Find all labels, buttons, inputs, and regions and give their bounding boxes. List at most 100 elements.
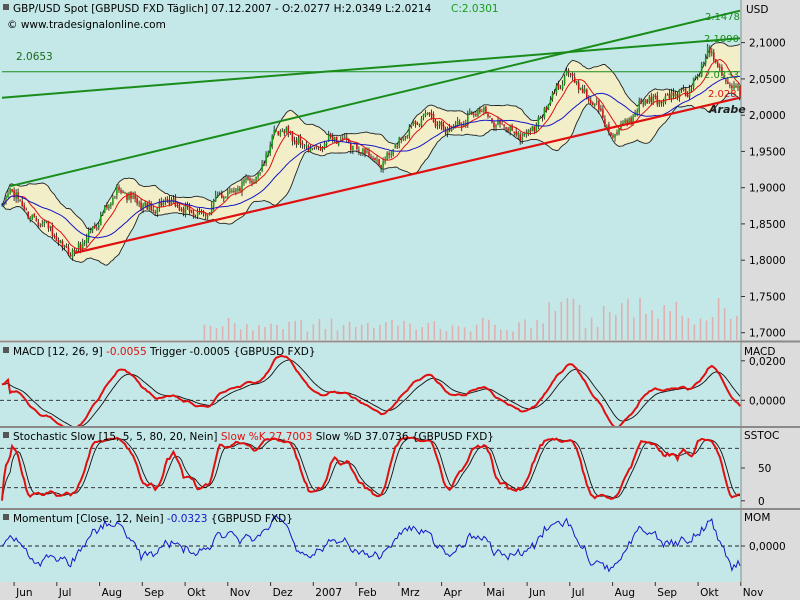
candle-body bbox=[210, 206, 213, 214]
momentum-axis-title: MOM bbox=[744, 512, 770, 524]
candle-body bbox=[362, 148, 364, 154]
candle-body bbox=[559, 88, 562, 90]
candle-body bbox=[384, 160, 386, 163]
candle-body bbox=[311, 148, 314, 149]
candle-body bbox=[503, 124, 505, 127]
level-label: 2.028 bbox=[708, 89, 737, 100]
candle-body bbox=[654, 95, 657, 97]
chart-header: GBP/USD Spot [GBPUSD FXD Täglich] 07.12.… bbox=[3, 3, 499, 31]
candle-body bbox=[519, 134, 521, 141]
candle-body bbox=[154, 212, 156, 213]
candle-body bbox=[33, 213, 36, 218]
volume-bar bbox=[554, 310, 557, 340]
candle-body bbox=[535, 125, 538, 133]
candle-body bbox=[271, 135, 273, 146]
momentum-line bbox=[1, 515, 741, 573]
candle-body bbox=[43, 221, 46, 224]
stochastic-k-value: Slow %K 27.7003 bbox=[221, 431, 313, 443]
candle-body bbox=[198, 211, 201, 213]
candle-body bbox=[41, 223, 44, 226]
candle-body bbox=[706, 46, 709, 58]
chart-title: GBP/USD Spot [GBPUSD FXD Täglich] 07.12.… bbox=[13, 3, 432, 15]
candle-body bbox=[206, 216, 209, 217]
candle-body bbox=[410, 126, 413, 127]
candle-body bbox=[454, 125, 457, 127]
volume-bar bbox=[711, 317, 714, 340]
candle-body bbox=[495, 125, 497, 128]
volume-bar bbox=[530, 327, 532, 340]
macd-panel-bg bbox=[0, 343, 741, 426]
candle-body bbox=[725, 79, 727, 82]
volume-bar bbox=[415, 329, 417, 340]
bollinger-upper-line bbox=[1, 42, 741, 231]
candle-body bbox=[116, 186, 118, 196]
candle-body bbox=[144, 201, 146, 206]
price-tick-label: 1,7500 bbox=[749, 292, 786, 304]
candle-body bbox=[656, 95, 659, 105]
candle-body bbox=[368, 151, 370, 157]
candle-body bbox=[700, 64, 703, 77]
candle-body bbox=[475, 113, 477, 116]
volume-bar bbox=[336, 330, 339, 340]
candle-body bbox=[670, 92, 673, 99]
source-url: © www.tradesignalonline.com bbox=[7, 19, 166, 31]
candle-body bbox=[319, 147, 322, 151]
candle-body bbox=[231, 191, 233, 192]
candle-body bbox=[239, 187, 241, 192]
volume-bar bbox=[699, 318, 702, 340]
level-label: 2.1478 bbox=[705, 12, 740, 23]
candle-body bbox=[63, 245, 66, 247]
candle-body bbox=[120, 190, 122, 193]
volume-bar bbox=[330, 318, 333, 340]
candle-body bbox=[225, 196, 227, 198]
candle-body bbox=[626, 120, 628, 123]
macd-tick-label: 0,0200 bbox=[749, 356, 786, 368]
candle-body bbox=[622, 122, 624, 125]
candle-body bbox=[217, 193, 219, 195]
candle-body bbox=[563, 75, 566, 84]
candle-body bbox=[505, 127, 507, 129]
volume-bar bbox=[385, 322, 387, 340]
candle-body bbox=[731, 85, 733, 88]
candle-body bbox=[586, 89, 588, 99]
candle-body bbox=[23, 205, 25, 210]
candle-body bbox=[152, 210, 154, 211]
candle-body bbox=[634, 112, 636, 117]
macd-trigger-label: Trigger bbox=[147, 346, 190, 358]
candle-body bbox=[227, 191, 229, 196]
candle-body bbox=[533, 126, 536, 131]
volume-bar bbox=[445, 331, 448, 340]
volume-bar bbox=[391, 319, 393, 340]
candle-body bbox=[477, 108, 479, 117]
candle-body bbox=[650, 96, 653, 102]
candle-body bbox=[31, 214, 33, 220]
candle-body bbox=[723, 76, 725, 79]
candle-body bbox=[160, 201, 163, 206]
volume-bar bbox=[203, 324, 206, 340]
candle-body bbox=[178, 204, 181, 211]
time-tick-label: 2007 bbox=[315, 587, 342, 599]
price-axis-bg bbox=[741, 0, 800, 600]
candle-body bbox=[196, 212, 199, 217]
volume-bar bbox=[566, 298, 569, 340]
candle-body bbox=[259, 172, 261, 174]
candle-body bbox=[509, 126, 511, 132]
candle-body bbox=[51, 225, 54, 236]
candle-body bbox=[223, 197, 225, 200]
candle-body bbox=[47, 221, 50, 229]
candle-body bbox=[17, 192, 19, 199]
candle-body bbox=[618, 128, 620, 134]
candle-body bbox=[89, 230, 92, 233]
svg-text:Momentum [Close, 12, Nein] -0.: Momentum [Close, 12, Nein] -0.0323 {GBPU… bbox=[13, 513, 293, 525]
candle-body bbox=[501, 123, 503, 125]
volume-bar bbox=[481, 318, 484, 340]
time-tick-label: Jun bbox=[528, 587, 545, 599]
candle-body bbox=[739, 85, 741, 96]
price-tick-label: 1,8000 bbox=[749, 255, 786, 267]
candle-body bbox=[463, 123, 465, 127]
candle-body bbox=[303, 145, 306, 147]
volume-bar bbox=[264, 327, 266, 340]
price-tick-label: 1,9000 bbox=[749, 183, 786, 195]
candle-body bbox=[674, 94, 677, 98]
